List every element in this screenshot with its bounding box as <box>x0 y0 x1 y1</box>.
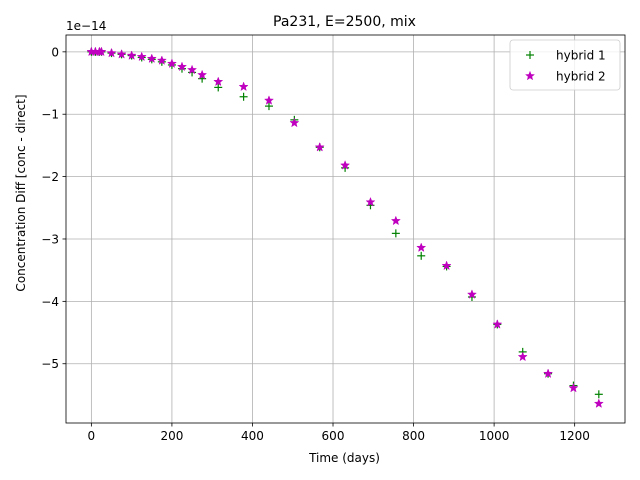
data-point <box>176 61 188 72</box>
data-point <box>593 398 604 408</box>
y-tick-label: −1 <box>41 108 59 122</box>
x-tick-label: 400 <box>241 429 264 443</box>
data-point <box>417 251 426 260</box>
series-1 <box>87 47 603 399</box>
legend: hybrid 1 hybrid 2 <box>509 39 621 91</box>
data-point <box>441 260 452 271</box>
x-tick-label: 1000 <box>479 429 510 443</box>
data-point <box>106 47 117 58</box>
x-tick-label: 0 <box>88 429 96 443</box>
series-2 <box>86 46 604 408</box>
legend-marker <box>526 51 534 59</box>
data-point <box>543 368 554 379</box>
y-tick-label: −2 <box>41 170 59 184</box>
data-point <box>568 382 579 393</box>
legend-box <box>509 39 621 91</box>
x-tick-label: 200 <box>160 429 183 443</box>
data-point <box>314 141 325 152</box>
legend-label: hybrid 2 <box>556 70 606 84</box>
data-point <box>289 117 300 128</box>
y-tick-label: 0 <box>51 45 59 59</box>
grid <box>66 35 625 423</box>
x-tick-label: 600 <box>322 429 345 443</box>
data-point <box>517 351 528 362</box>
y-offset-label: 1e−14 <box>66 19 106 33</box>
data-point <box>263 95 275 105</box>
data-point <box>214 83 223 92</box>
data-point <box>156 55 167 65</box>
data-point <box>146 53 157 64</box>
x-axis-label: Time (days) <box>308 451 380 465</box>
data-point <box>264 102 273 111</box>
data-point <box>416 242 427 253</box>
x-tick-label: 800 <box>402 429 425 443</box>
data-point <box>340 160 351 170</box>
data-marks <box>86 46 604 408</box>
x-tick-label: 1200 <box>559 429 590 443</box>
data-point <box>492 319 503 329</box>
data-point <box>136 51 147 62</box>
data-point <box>594 390 603 399</box>
y-tick-label: −3 <box>41 232 59 246</box>
data-point <box>238 81 249 92</box>
data-point <box>96 46 107 57</box>
chart-title: Pa231, E=2500, mix <box>273 14 416 30</box>
data-point <box>466 289 478 299</box>
legend-label: hybrid 1 <box>556 49 606 63</box>
data-point <box>187 64 198 75</box>
y-axis-label: Concentration Diff [conc - direct] <box>14 94 28 291</box>
axis-ticks: 0 200 400 600 800 1000 1200 0 −1 −2 −3 −4 −5 <box>41 45 590 443</box>
plot-frame <box>65 34 626 424</box>
data-point <box>197 69 208 80</box>
data-point <box>116 49 127 59</box>
y-tick-label: −4 <box>41 295 59 309</box>
data-point <box>213 76 224 87</box>
data-point <box>166 58 177 68</box>
legend-marker <box>524 70 536 81</box>
data-point <box>365 196 376 207</box>
data-point <box>239 92 248 101</box>
data-point <box>391 229 400 238</box>
data-point <box>390 215 401 226</box>
data-point <box>126 50 137 60</box>
y-tick-label: −5 <box>41 357 59 371</box>
